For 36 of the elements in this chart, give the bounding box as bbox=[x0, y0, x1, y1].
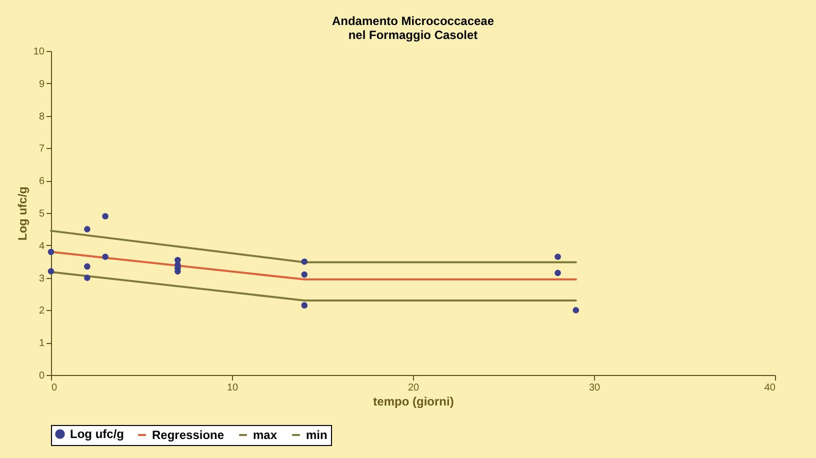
x-tick-label: 20 bbox=[408, 382, 420, 394]
x-tick-label: 0 bbox=[52, 382, 58, 394]
x-tick-label: 10 bbox=[226, 382, 238, 394]
point bbox=[554, 254, 561, 260]
point bbox=[102, 254, 108, 260]
point bbox=[301, 302, 308, 308]
y-tick-label: 5 bbox=[38, 208, 45, 220]
y-tick-label: 8 bbox=[38, 111, 45, 122]
y-tick-label: 10 bbox=[33, 46, 45, 58]
y-tick-label: 4 bbox=[38, 240, 45, 252]
legend-label: Regressione bbox=[152, 428, 224, 442]
y-tick-label: 1 bbox=[38, 338, 45, 350]
legend-label: min bbox=[306, 428, 328, 442]
point bbox=[84, 274, 90, 281]
y-tick-label: 6 bbox=[38, 176, 45, 188]
legend-label: max bbox=[253, 428, 278, 442]
y-tick-label: 9 bbox=[38, 78, 45, 90]
chart-title: Andamento Micrococcaceae nel Formaggio Casolet bbox=[332, 14, 494, 42]
y-tick-label: 0 bbox=[38, 370, 45, 382]
x-axis-title: tempo (giorni) bbox=[373, 394, 454, 408]
legend-label: Log ufc/g bbox=[70, 427, 124, 442]
point bbox=[48, 268, 54, 274]
point bbox=[84, 263, 90, 270]
y-tick-label: 3 bbox=[38, 273, 45, 284]
x-tick-label: 30 bbox=[588, 382, 600, 394]
point bbox=[301, 258, 308, 265]
point bbox=[102, 213, 108, 220]
y-tick-label: 2 bbox=[38, 306, 45, 317]
y-axis-title: Log ufc/g bbox=[15, 186, 30, 240]
point bbox=[84, 226, 90, 232]
point bbox=[554, 270, 561, 276]
point bbox=[301, 271, 308, 278]
point bbox=[572, 307, 580, 314]
y-tick-label: 7 bbox=[38, 144, 45, 155]
x-tick-label: 40 bbox=[764, 382, 776, 394]
point bbox=[48, 248, 54, 256]
